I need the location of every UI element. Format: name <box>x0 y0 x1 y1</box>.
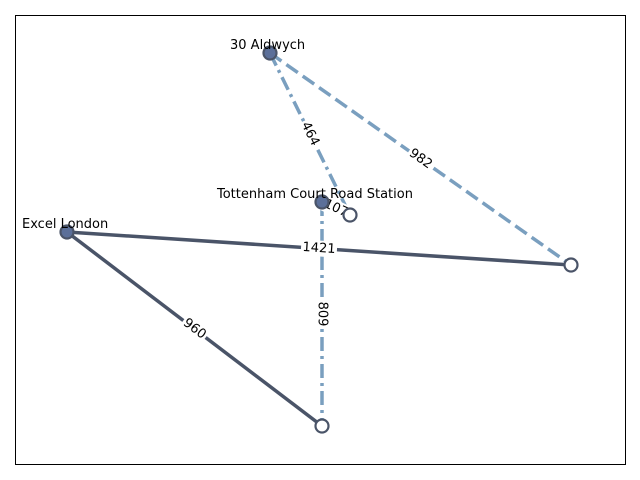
edges-layer <box>65 51 573 428</box>
unlabeled-node <box>563 257 579 273</box>
nodes-layer <box>59 45 579 434</box>
edge-label-group: 809 <box>314 300 330 328</box>
node-label: Excel London <box>22 217 108 232</box>
edge-label-group: 982 <box>404 144 437 174</box>
node-excel <box>59 224 75 240</box>
edge-label-group: 1421 <box>300 239 338 258</box>
node-aldwych <box>262 45 278 61</box>
edge-label-background <box>300 239 338 258</box>
node-label: Tottenham Court Road Station <box>216 187 413 202</box>
edge-label-background <box>178 314 211 344</box>
unlabeled-node <box>342 207 358 223</box>
edge-label-background <box>296 117 324 151</box>
edge-label-background <box>314 300 330 328</box>
edge-label-background <box>404 144 437 174</box>
node-tottenham <box>314 194 330 210</box>
edge-label: 1421 <box>302 240 336 257</box>
edge-label-group: 464 <box>296 117 324 151</box>
edge-label: 809 <box>315 302 330 327</box>
unlabeled-node <box>314 418 330 434</box>
node-labels-layer: 30 Aldwych Tottenham Court Road Station Ex… <box>22 38 413 232</box>
plot-frame <box>15 15 626 465</box>
node-label: 30 Aldwych <box>230 38 305 53</box>
